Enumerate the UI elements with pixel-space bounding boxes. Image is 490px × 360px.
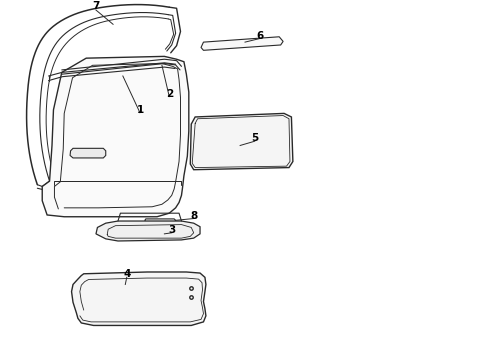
Polygon shape xyxy=(42,57,189,217)
Polygon shape xyxy=(70,148,106,158)
Text: 8: 8 xyxy=(190,211,197,221)
Text: 3: 3 xyxy=(168,225,175,235)
Text: 4: 4 xyxy=(123,270,130,279)
Text: 1: 1 xyxy=(136,105,144,115)
Polygon shape xyxy=(72,272,206,325)
Polygon shape xyxy=(201,37,283,50)
Text: 2: 2 xyxy=(166,89,173,99)
Text: 5: 5 xyxy=(251,133,258,143)
Polygon shape xyxy=(190,113,293,170)
Text: 6: 6 xyxy=(256,31,263,41)
Polygon shape xyxy=(96,221,200,241)
Polygon shape xyxy=(145,219,175,222)
Text: 7: 7 xyxy=(92,1,99,12)
